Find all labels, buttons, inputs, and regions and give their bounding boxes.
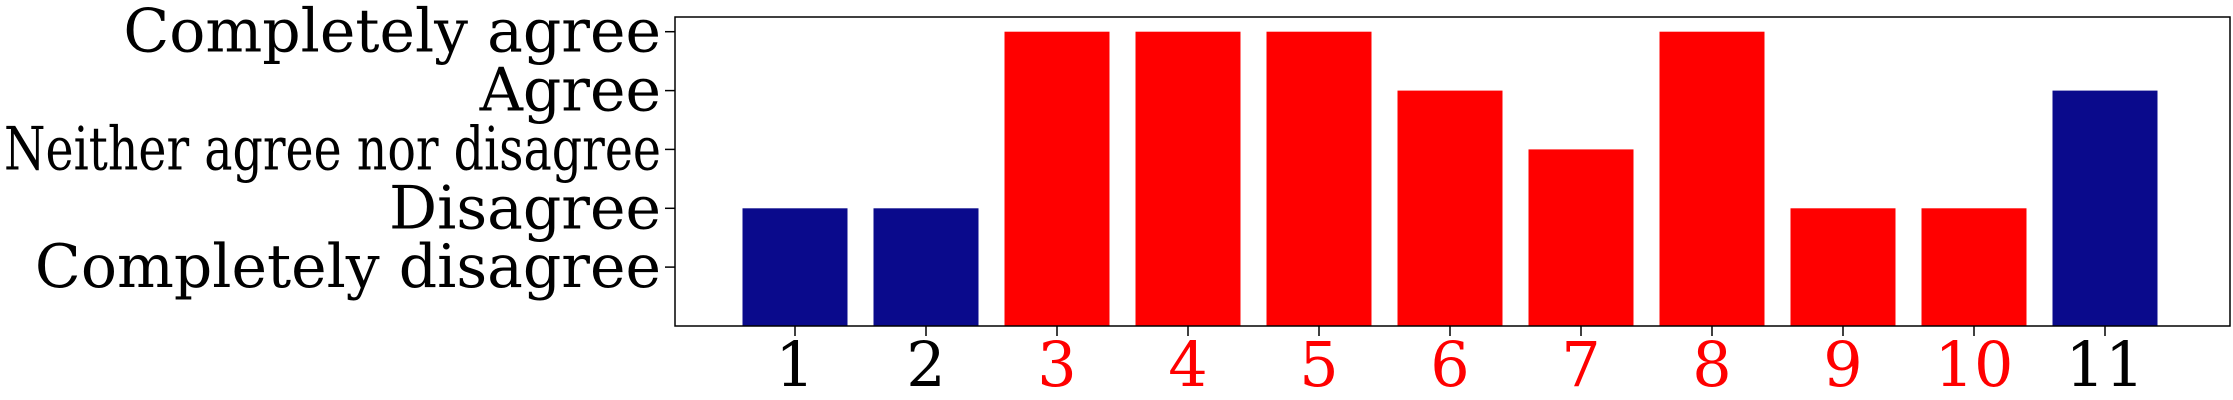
x-tick-label: 6 (1430, 328, 1469, 400)
x-tick-label: 3 (1037, 328, 1076, 400)
x-tick-label: 1 (775, 328, 814, 400)
y-tick-label: Agree (479, 56, 661, 126)
bar-4 (1135, 31, 1241, 326)
x-tick-label: 8 (1692, 328, 1731, 400)
bar-1 (742, 208, 848, 326)
bar-5 (1266, 31, 1372, 326)
y-tick-label: Completely agree (123, 0, 661, 67)
bar-11 (2052, 90, 2158, 326)
x-tick-label: 7 (1561, 328, 1600, 400)
y-tick-label: Neither agree nor disagree (4, 114, 661, 184)
y-tick-label: Completely disagree (35, 232, 661, 302)
x-tick-label: 10 (1935, 328, 2014, 400)
bar-2 (873, 208, 979, 326)
x-tick-label: 11 (2066, 328, 2145, 400)
x-tick-label: 9 (1823, 328, 1862, 400)
x-tick-label: 5 (1299, 328, 1338, 400)
bar-9 (1790, 208, 1896, 326)
bars-group (742, 31, 2158, 326)
x-tick-label: 4 (1168, 328, 1207, 400)
bar-7 (1528, 149, 1634, 326)
x-tick-label: 2 (906, 328, 945, 400)
bar-8 (1659, 31, 1765, 326)
bar-10 (1921, 208, 2027, 326)
plot-frame (674, 16, 2231, 327)
bar-3 (1004, 31, 1110, 326)
x-axis-ticks: 1 2 3 4 5 6 7 8 9 10 11 (775, 326, 2144, 400)
y-tick-label: Disagree (389, 173, 661, 243)
bar-6 (1397, 90, 1503, 326)
